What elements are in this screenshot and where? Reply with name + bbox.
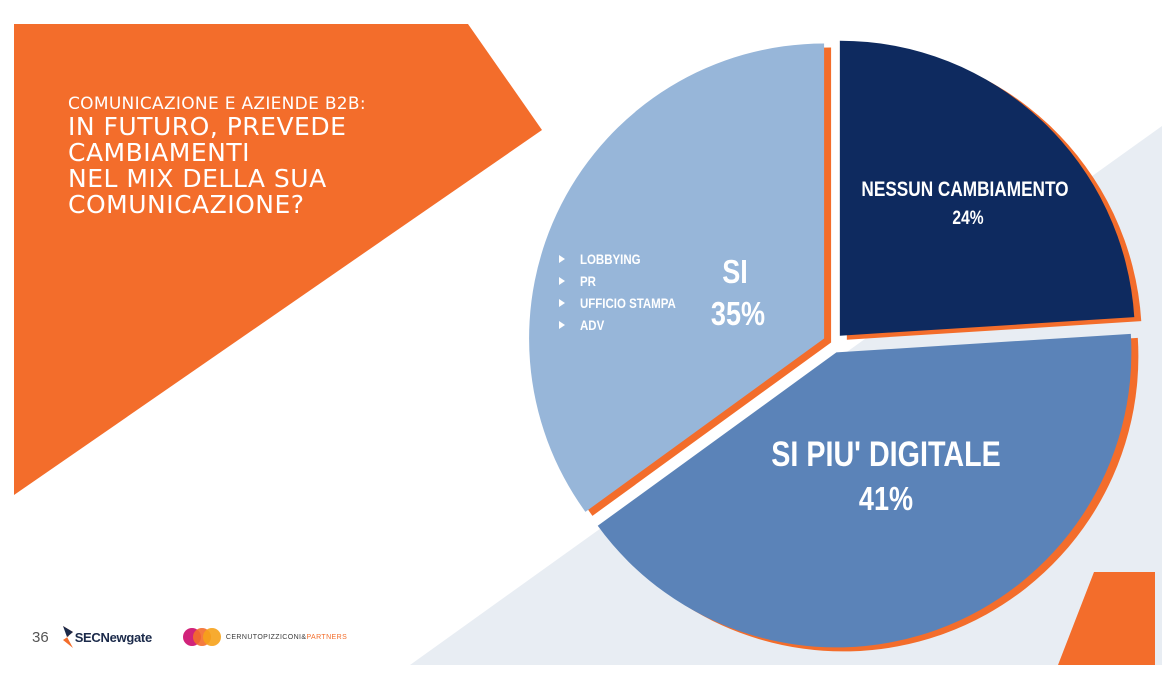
orange-title-shape (14, 24, 542, 495)
slice-si (529, 43, 825, 512)
bullet-icon (559, 321, 565, 329)
slice-value-si-piu-digitale: 41% (859, 482, 913, 518)
title-line5: COMUNICAZIONE? (68, 190, 305, 219)
secnewgate-logo-icon (62, 626, 73, 648)
secnewgate-logo: SECNewgate (61, 624, 152, 650)
title-line3: CAMBIAMENTI (68, 138, 250, 167)
footer: 36 SECNewgate CERNUTOPIZZICONI&PARTNERS (32, 622, 347, 652)
cernuto-logo-icon (182, 628, 221, 646)
title-line1: COMUNICAZIONE E AZIENDE B2B: (68, 94, 366, 114)
cernuto-logo: CERNUTOPIZZICONI&PARTNERS (182, 625, 347, 649)
title-line4: NEL MIX DELLA SUA (68, 164, 327, 193)
slice-sub-item: LOBBYING (580, 251, 641, 267)
cernuto-logo-accent: PARTNERS (306, 633, 348, 641)
slice-value-nessun-cambiamento: 24% (952, 207, 983, 229)
slice-label-si-piu-digitale: SI PIU' DIGITALE (771, 434, 1000, 473)
secnewgate-logo-text: SECNewgate (74, 629, 153, 645)
title-line2: IN FUTURO, PREVEDE (68, 112, 347, 141)
orange-corner-shape (1058, 572, 1155, 665)
bullet-icon (559, 299, 565, 307)
slice-nessun-cambiamento (839, 40, 1135, 336)
slice-label-si: SI (722, 255, 748, 291)
title-block: COMUNICAZIONE E AZIENDE B2B: IN FUTURO, … (68, 94, 488, 218)
slice-label-nessun-cambiamento: NESSUN CAMBIAMENTO (861, 179, 1068, 202)
slice-value-si: 35% (711, 297, 765, 333)
slice-sub-item: ADV (580, 317, 605, 333)
slice-si-piu-digitale (597, 333, 1132, 648)
slice-sub-item: PR (580, 273, 596, 289)
cernuto-logo-text: CERNUTOPIZZICONI&PARTNERS (226, 634, 347, 641)
page-number: 36 (32, 628, 49, 646)
bullet-icon (559, 255, 565, 263)
bullet-icon (559, 277, 565, 285)
slice-sub-item: UFFICIO STAMPA (580, 295, 676, 311)
cernuto-logo-main: CERNUTOPIZZICONI& (225, 633, 307, 641)
